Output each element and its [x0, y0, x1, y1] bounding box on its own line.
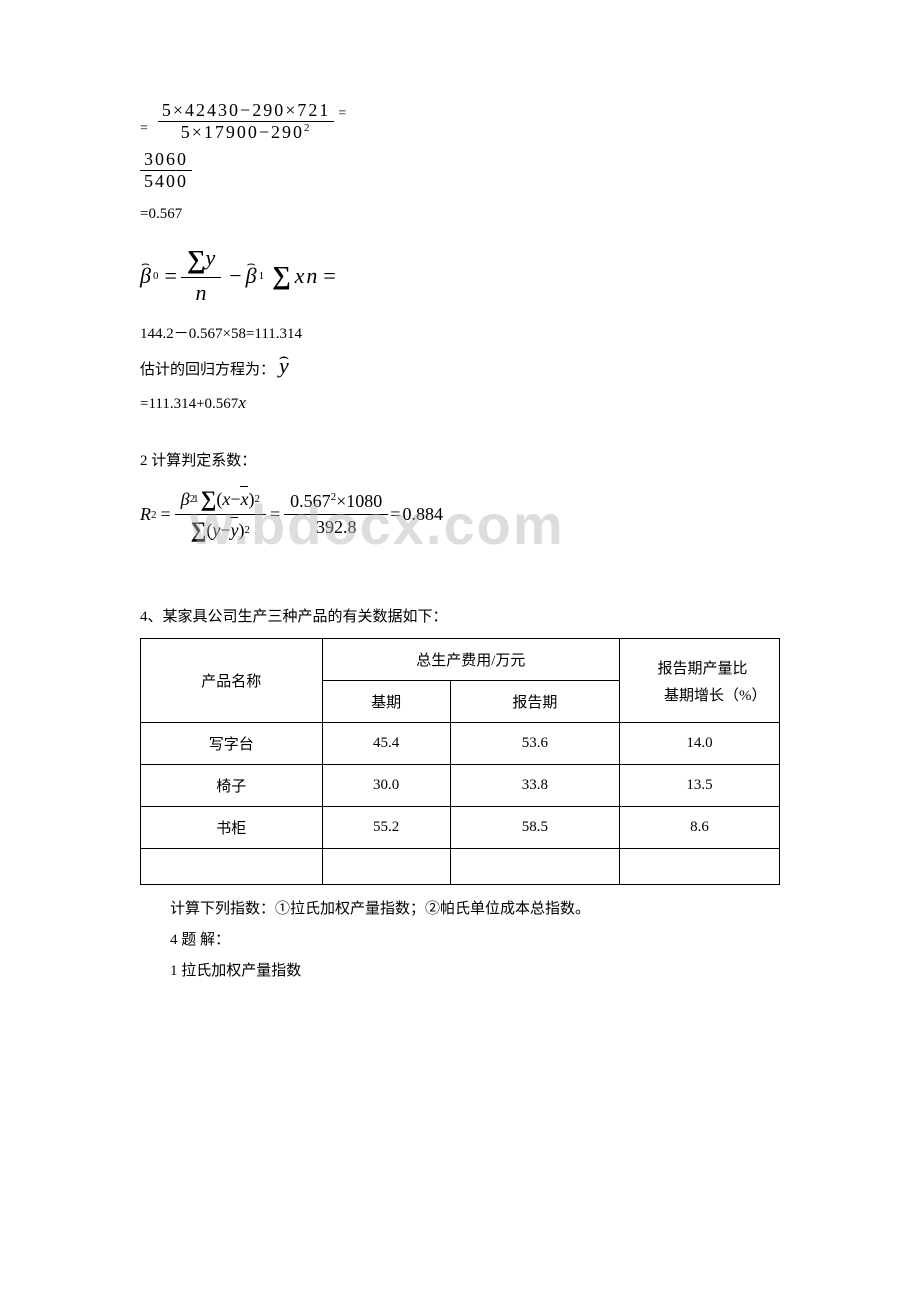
estimate-equation-label: 估计的回归方程为： ⌢ y — [140, 353, 780, 379]
hat-icon: ⌢ — [141, 257, 150, 273]
table-empty-row — [141, 849, 780, 885]
y-hat-symbol: ⌢ y — [279, 353, 289, 379]
q4-title: 4、某家具公司生产三种产品的有关数据如下： — [140, 605, 780, 626]
section-2: 2 计算判定系数： R 2 = β 2 1 ∑ ( x − x ) 2 ∑ ( … — [140, 449, 780, 545]
fraction-1: 5×42430−290×721 5×17900−2902 — [158, 100, 334, 143]
final-eq: = — [390, 504, 400, 525]
col-report-period: 报告期 — [450, 681, 619, 723]
cell-name: 书柜 — [141, 807, 323, 849]
final-val: 0.884 — [402, 504, 443, 525]
x-var: x — [295, 263, 305, 289]
r2-calc-num: 0.5672×1080 — [284, 489, 388, 515]
sigma-y: ∑y — [181, 243, 221, 278]
equals-2: = — [323, 263, 335, 289]
cell-base: 55.2 — [322, 807, 450, 849]
r-sup: 2 — [151, 509, 157, 521]
r2-main-frac: β 2 1 ∑ ( x − x ) 2 ∑ ( y − y ) 2 — [175, 484, 266, 545]
col-total-cost: 总生产费用/万元 — [322, 639, 619, 681]
denominator-2: 5400 — [140, 171, 192, 192]
cell-report: 53.6 — [450, 723, 619, 765]
beta0-symbol: ⌢ β — [140, 263, 151, 289]
r2-calc-den: 392.8 — [284, 515, 388, 540]
eq-suffix: = — [338, 106, 348, 122]
cell-growth: 13.5 — [620, 765, 780, 807]
fraction-2-wrapper: 3060 5400 — [140, 149, 780, 192]
question-4: 4、某家具公司生产三种产品的有关数据如下： 产品名称 总生产费用/万元 报告期产… — [140, 605, 780, 980]
denominator-1: 5×17900−2902 — [158, 122, 334, 143]
beta1-symbol: ⌢ β — [246, 263, 257, 289]
table-row: 椅子 30.0 33.8 13.5 — [141, 765, 780, 807]
r2-numerator: β 2 1 ∑ ( x − x ) 2 — [175, 484, 266, 515]
section-2-title: 2 计算判定系数： — [140, 449, 780, 470]
estimate-result: =111.314+0.567x — [140, 393, 780, 413]
r2-formula: R 2 = β 2 1 ∑ ( x − x ) 2 ∑ ( y − y ) — [140, 484, 780, 545]
numerator-2: 3060 — [140, 149, 192, 171]
beta0-formula: ⌢ β 0 = ∑y n − ⌢ β 1 ∑ x n = — [140, 243, 780, 308]
col-product-name: 产品名称 — [141, 639, 323, 723]
fraction-2: 3060 5400 — [140, 149, 192, 192]
col-growth: 报告期产量比 基期增长（%） — [620, 639, 780, 723]
cell-report: 33.8 — [450, 765, 619, 807]
beta0-calc: 144.2－0.567×58=111.314 — [140, 322, 780, 343]
sigma-icon: ∑ — [187, 245, 206, 275]
n-den: n — [181, 278, 221, 308]
minus: − — [229, 263, 241, 289]
col-base-period: 基期 — [322, 681, 450, 723]
cell-name: 椅子 — [141, 765, 323, 807]
q4-solution-label: 4 题 解： — [140, 928, 780, 949]
r2-calc-frac: 0.5672×1080 392.8 — [284, 489, 388, 540]
q4-step1: 1 拉氏加权产量指数 — [140, 959, 780, 980]
cell-report: 58.5 — [450, 807, 619, 849]
equals-1: = — [164, 263, 176, 289]
cell-name: 写字台 — [141, 723, 323, 765]
eq-prefix: = — [140, 121, 150, 137]
mid-eq: = — [270, 504, 280, 525]
sub-0: 0 — [153, 270, 159, 282]
cell-base: 45.4 — [322, 723, 450, 765]
result-0567: =0.567 — [140, 206, 780, 223]
equation-line-1: = 5×42430−290×721 5×17900−2902 = — [140, 100, 780, 143]
sub-1: 1 — [259, 270, 265, 282]
data-table: 产品名称 总生产费用/万元 报告期产量比 基期增长（%） 基期 报告期 写字台 … — [140, 638, 780, 885]
hat-icon-3: ⌢ — [279, 349, 290, 367]
cell-growth: 14.0 — [620, 723, 780, 765]
table-row: 写字台 45.4 53.6 14.0 — [141, 723, 780, 765]
sigma-icon-2: ∑ — [272, 261, 291, 291]
n-var: n — [306, 263, 317, 289]
sigma-y-over-n: ∑y n — [181, 243, 221, 308]
table-header-row-1: 产品名称 总生产费用/万元 报告期产量比 基期增长（%） — [141, 639, 780, 681]
hat-icon-2: ⌢ — [247, 257, 256, 273]
formula-block-1: = 5×42430−290×721 5×17900−2902 = 3060 54… — [140, 100, 780, 223]
cell-growth: 8.6 — [620, 807, 780, 849]
numerator-1: 5×42430−290×721 — [158, 100, 334, 122]
cell-base: 30.0 — [322, 765, 450, 807]
r-symbol: R — [140, 504, 151, 525]
r2-denominator: ∑ ( y − y ) 2 — [175, 515, 266, 545]
table-row: 书柜 55.2 58.5 8.6 — [141, 807, 780, 849]
r2-eq: = — [161, 504, 171, 525]
q4-calc-instruction: 计算下列指数：①拉氏加权产量指数；②帕氏单位成本总指数。 — [140, 897, 780, 918]
